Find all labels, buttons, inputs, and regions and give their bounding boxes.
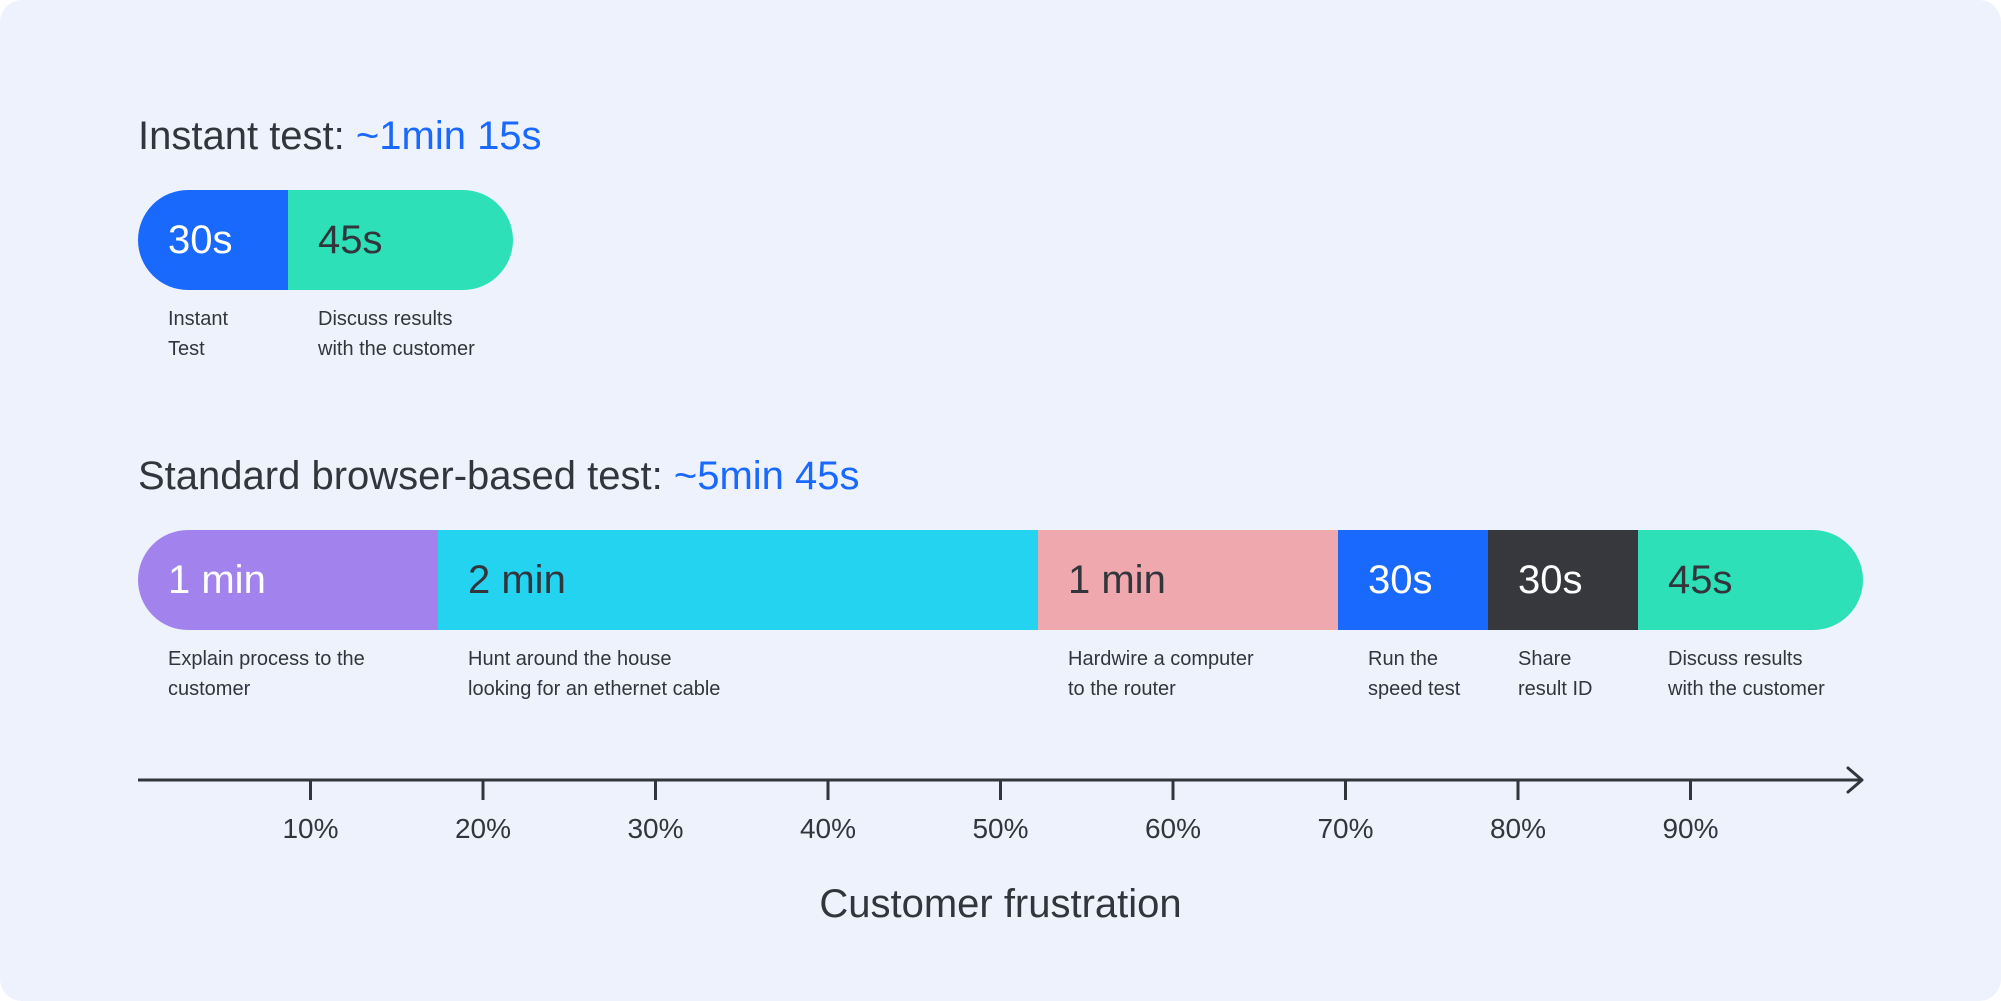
instant-test-title-prefix: Instant test: [138,114,356,158]
axis-tick-label: 50% [972,813,1028,844]
standard-segment-6: 45s [1638,530,1863,630]
standard-segment-value-label: 1 min [1068,558,1166,602]
instant-test-bar: 30s 45s [138,190,513,290]
standard-segment-value-label: 2 min [468,558,566,602]
standard-segment-5: 30s [1488,530,1638,630]
instant-test-title: Instant test: ~1min 15s [138,112,542,160]
axis-tick-label: 40% [800,813,856,844]
standard-caption-run-the: Run the speed test [1368,648,1461,700]
standard-test-duration: ~5min 45s [673,454,860,498]
axis-tick-label: 80% [1490,813,1546,844]
standard-caption-discuss-results: Discuss results with the customer [1668,648,1825,700]
standard-segment-2: 2 min [438,530,1038,630]
arrow-right-icon [1846,766,1864,794]
standard-segment-value-label: 30s [1368,558,1433,602]
standard-caption-share: Share result ID [1518,648,1593,700]
standard-caption-hunt-around-the-house: Hunt around the house looking for an eth… [468,648,721,700]
axis-tick-label: 10% [282,813,338,844]
instant-caption-instant: Instant Test [168,308,229,360]
axis-tick-label: 90% [1662,813,1718,844]
standard-segment-value-label: 45s [1668,558,1733,602]
instant-segment-value-label: 30s [168,218,233,262]
standard-test-title-prefix: Standard browser-based test: [138,454,674,498]
axis-tick-label: 30% [627,813,683,844]
standard-caption-explain-process-to-the: Explain process to the customer [168,648,365,700]
instant-test-duration: ~1min 15s [355,114,542,158]
axis-title: Customer frustration [819,882,1182,926]
standard-segment-1: 1 min [138,530,438,630]
standard-segment-value-label: 1 min [168,558,266,602]
standard-segment-3: 1 min [1038,530,1338,630]
standard-test-bar: 1 min 2 min 1 min 30s 30s 45s [138,530,1863,630]
instant-segment-value-label: 45s [318,218,383,262]
standard-caption-hardwire-a-computer: Hardwire a computer to the router [1068,648,1254,700]
instant-caption-discuss-results: Discuss results with the customer [318,308,475,360]
instant-segment-1: 30s [138,190,288,290]
axis-tick-label: 60% [1145,813,1201,844]
axis-tick-label: 70% [1317,813,1373,844]
axis-tick-label: 20% [455,813,511,844]
standard-segment-4: 30s [1338,530,1488,630]
instant-segment-2: 45s [288,190,513,290]
standard-segment-value-label: 30s [1518,558,1583,602]
standard-test-title: Standard browser-based test: ~5min 45s [138,452,860,500]
